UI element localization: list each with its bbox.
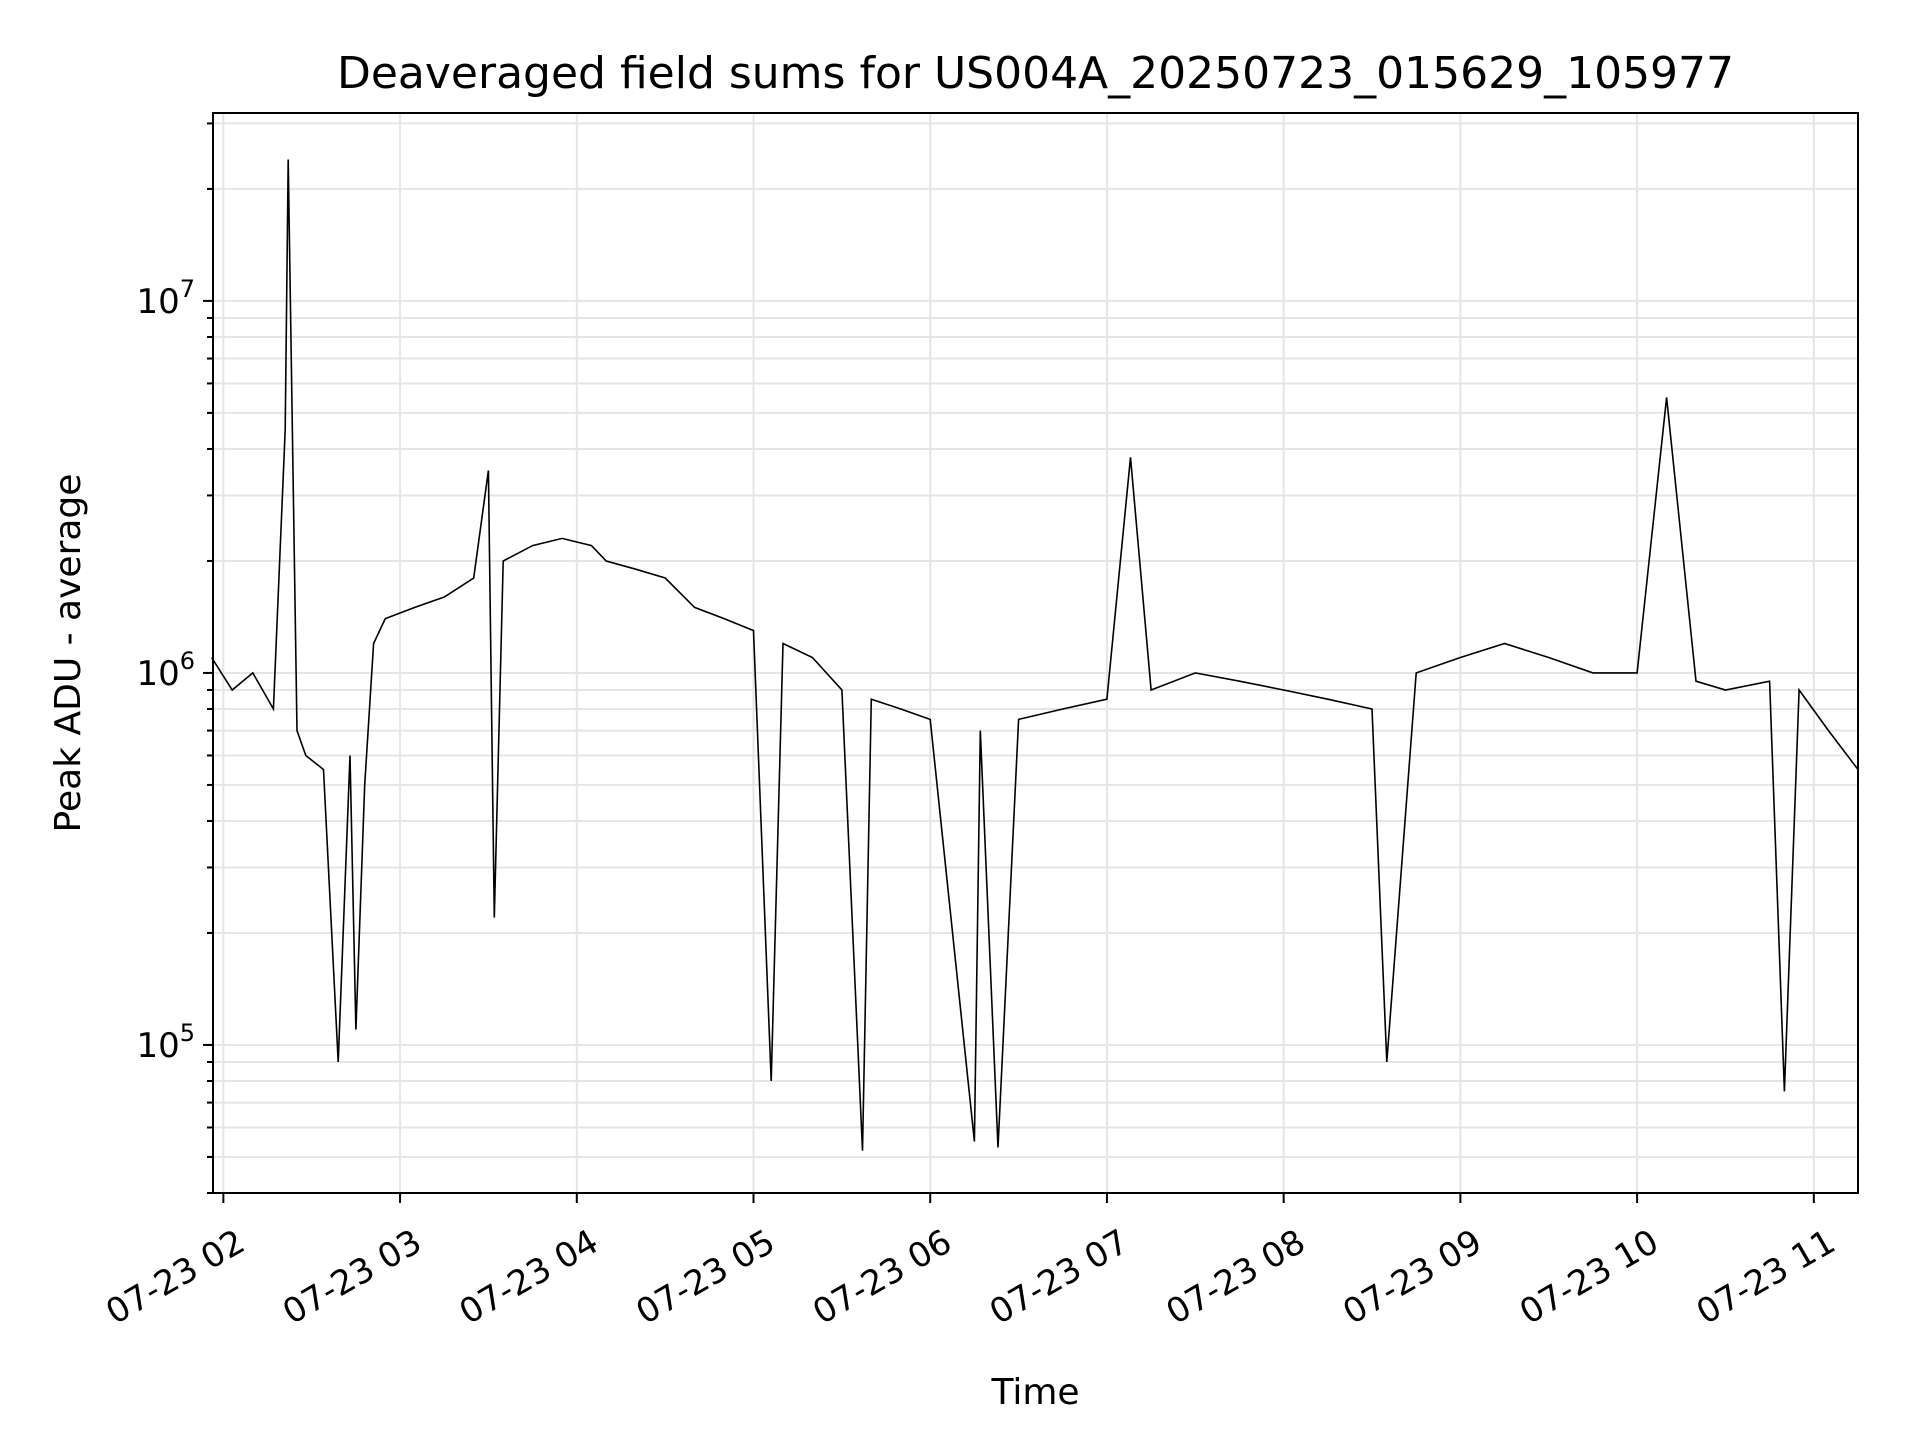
chart-title: Deaveraged field sums for US004A_2025072…	[337, 48, 1734, 99]
y-tick-label-exponent: 5	[180, 1019, 195, 1047]
y-tick-label-exponent: 7	[180, 275, 195, 303]
y-tick-label-exponent: 6	[180, 647, 195, 675]
y-axis-label: Peak ADU - average	[48, 474, 89, 833]
y-tick-label: 107	[136, 275, 195, 322]
x-axis-label: Time	[990, 1372, 1079, 1413]
y-tick-label-base: 10	[136, 282, 179, 322]
y-tick-label: 106	[136, 647, 195, 694]
grid-layer	[213, 113, 1858, 1194]
y-tick-label-base: 10	[136, 654, 179, 694]
plot-frame	[212, 112, 1859, 1194]
y-tick-label: 105	[136, 1019, 195, 1066]
series-line	[210, 159, 1859, 1151]
series-layer	[210, 159, 1859, 1151]
y-tick-label-base: 10	[136, 1026, 179, 1066]
